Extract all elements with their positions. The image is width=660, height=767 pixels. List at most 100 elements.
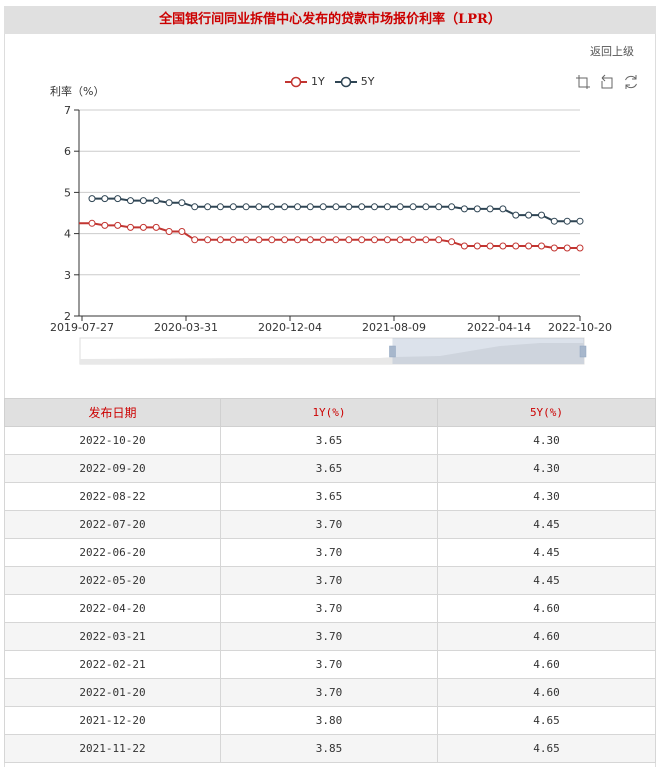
data-point[interactable] bbox=[563, 244, 571, 252]
line-chart[interactable]: 2 3 4 5 6 7 2019-07-27 2020-03-31 2020-12-04 2021… bbox=[0, 60, 660, 380]
legend-5y-marker-icon bbox=[334, 76, 357, 87]
data-point[interactable] bbox=[88, 219, 96, 227]
data-point[interactable] bbox=[448, 238, 456, 246]
data-point[interactable] bbox=[499, 205, 507, 213]
data-point[interactable] bbox=[576, 244, 584, 252]
legend-item-5y[interactable]: 5Y bbox=[334, 75, 374, 88]
data-point[interactable] bbox=[435, 236, 443, 244]
data-point[interactable] bbox=[114, 221, 122, 229]
back-link[interactable]: 返回上级 bbox=[590, 45, 634, 58]
data-point[interactable] bbox=[473, 242, 481, 250]
data-point[interactable] bbox=[268, 203, 276, 211]
data-point[interactable] bbox=[281, 203, 289, 211]
data-point[interactable] bbox=[486, 242, 494, 250]
data-point[interactable] bbox=[460, 205, 468, 213]
data-point[interactable] bbox=[242, 236, 250, 244]
data-point[interactable] bbox=[178, 199, 186, 207]
data-point[interactable] bbox=[255, 236, 263, 244]
datazoom-end-handle[interactable] bbox=[579, 345, 587, 358]
data-point[interactable] bbox=[345, 236, 353, 244]
legend-item-1y[interactable]: 1Y bbox=[285, 75, 325, 88]
data-point[interactable] bbox=[178, 228, 186, 235]
data-point[interactable] bbox=[281, 236, 289, 244]
data-point[interactable] bbox=[306, 236, 314, 244]
chart-legend: 1Y 5Y bbox=[285, 75, 374, 88]
data-point[interactable] bbox=[371, 203, 378, 211]
data-point[interactable] bbox=[473, 205, 481, 213]
data-point[interactable] bbox=[332, 236, 340, 244]
data-point[interactable] bbox=[101, 195, 109, 203]
data-point[interactable] bbox=[165, 199, 173, 207]
data-point[interactable] bbox=[114, 195, 122, 203]
data-point[interactable] bbox=[242, 203, 250, 211]
data-point[interactable] bbox=[152, 223, 160, 231]
data-point[interactable] bbox=[345, 203, 353, 211]
data-point[interactable] bbox=[101, 221, 109, 229]
data-point[interactable] bbox=[191, 203, 199, 211]
data-point[interactable] bbox=[409, 203, 417, 211]
data-point[interactable] bbox=[358, 203, 366, 211]
data-point[interactable] bbox=[525, 242, 533, 250]
data-point[interactable] bbox=[319, 236, 327, 244]
data-point[interactable] bbox=[435, 203, 443, 211]
data-point[interactable] bbox=[268, 236, 276, 244]
data-point[interactable] bbox=[371, 236, 378, 244]
data-point[interactable] bbox=[538, 242, 545, 250]
data-point[interactable] bbox=[383, 236, 391, 244]
datazoom-selection[interactable] bbox=[392, 338, 584, 364]
data-point[interactable] bbox=[216, 203, 224, 211]
data-point[interactable] bbox=[332, 203, 340, 211]
date-cell: 2022-03-21 bbox=[4, 622, 221, 651]
data-point[interactable] bbox=[576, 217, 584, 225]
data-point[interactable] bbox=[88, 195, 96, 203]
data-point[interactable] bbox=[204, 236, 212, 244]
data-point[interactable] bbox=[499, 242, 507, 250]
data-point[interactable] bbox=[165, 228, 173, 235]
data-point[interactable] bbox=[229, 203, 237, 211]
lpr-table: 发布日期 1Y(%) 5Y(%) 2022-10-20 3.65 4.30 2022-… bbox=[4, 398, 656, 763]
data-point[interactable] bbox=[512, 242, 520, 250]
data-point[interactable] bbox=[396, 236, 404, 244]
datazoom-slider[interactable] bbox=[79, 337, 587, 365]
data-point[interactable] bbox=[358, 236, 366, 244]
chart-toolbox bbox=[575, 74, 639, 90]
data-point[interactable] bbox=[383, 203, 391, 211]
1y-cell: 3.70 bbox=[220, 538, 438, 567]
1y-cell: 3.70 bbox=[220, 622, 438, 651]
data-point[interactable] bbox=[319, 203, 327, 211]
data-point[interactable] bbox=[127, 223, 134, 231]
data-point[interactable] bbox=[422, 236, 430, 244]
zoom-icon[interactable] bbox=[575, 74, 591, 90]
date-cell: 2022-02-21 bbox=[4, 650, 221, 679]
restore-icon[interactable] bbox=[623, 74, 639, 90]
legend-label-1y: 1Y bbox=[311, 75, 325, 88]
data-point[interactable] bbox=[538, 211, 545, 219]
data-point[interactable] bbox=[139, 197, 147, 205]
zoom-reset-icon[interactable] bbox=[599, 74, 615, 90]
data-point[interactable] bbox=[550, 244, 558, 252]
data-point[interactable] bbox=[422, 203, 430, 211]
data-point[interactable] bbox=[563, 217, 571, 225]
y-axis-label: 利率（%） bbox=[50, 85, 105, 98]
data-point[interactable] bbox=[525, 211, 533, 219]
data-point[interactable] bbox=[152, 197, 160, 205]
data-point[interactable] bbox=[550, 217, 558, 225]
data-point[interactable] bbox=[229, 236, 237, 244]
data-point[interactable] bbox=[306, 203, 314, 211]
data-point[interactable] bbox=[255, 203, 263, 211]
data-point[interactable] bbox=[216, 236, 224, 244]
data-point[interactable] bbox=[448, 203, 456, 211]
data-point[interactable] bbox=[486, 205, 494, 213]
data-point[interactable] bbox=[139, 223, 147, 231]
data-point[interactable] bbox=[512, 211, 520, 219]
data-point[interactable] bbox=[460, 242, 468, 250]
data-point[interactable] bbox=[127, 197, 134, 205]
data-point[interactable] bbox=[294, 236, 301, 244]
data-point[interactable] bbox=[191, 236, 199, 244]
5y-cell: 4.60 bbox=[437, 678, 656, 707]
data-point[interactable] bbox=[294, 203, 301, 211]
data-point[interactable] bbox=[409, 236, 417, 244]
data-point[interactable] bbox=[396, 203, 404, 211]
data-point[interactable] bbox=[204, 203, 212, 211]
datazoom-start-handle[interactable] bbox=[389, 345, 396, 358]
